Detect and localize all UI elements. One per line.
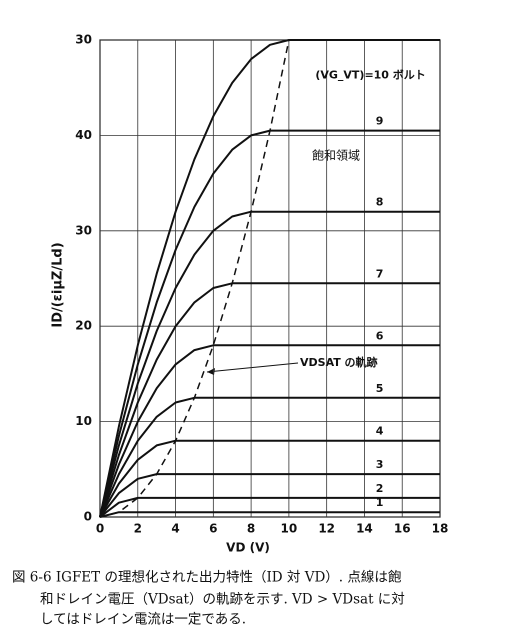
curve — [99, 496, 440, 518]
caption: してはドレイン電流は一定である. — [40, 612, 246, 628]
series-label: 5 — [376, 382, 384, 395]
y-tick-label: 40 — [75, 128, 92, 142]
x-axis-label: VD (V) — [226, 541, 270, 555]
curve — [99, 39, 440, 518]
curve — [99, 396, 440, 518]
x-tick-label: 10 — [281, 522, 298, 536]
y-tick-label: 0 — [84, 510, 92, 524]
series-label: 3 — [376, 458, 384, 471]
curve — [99, 511, 440, 518]
series-label: 1 — [376, 496, 384, 509]
curve — [99, 129, 440, 518]
y-tick-label: 10 — [75, 414, 92, 428]
series-label: 6 — [376, 329, 384, 342]
arrow-head — [207, 368, 215, 375]
y-tick-label: 20 — [75, 319, 92, 333]
y-tick-label: 30 — [75, 33, 92, 47]
x-tick-label: 2 — [134, 522, 142, 536]
plot-frame — [99, 39, 441, 518]
curve — [99, 210, 440, 518]
curve — [99, 439, 440, 518]
annotation: 飽和領域 — [312, 148, 360, 163]
y-axis-label: ID/(εiμZ/Ld) — [51, 242, 66, 327]
series-label: 4 — [376, 425, 384, 438]
x-tick-label: 18 — [432, 522, 449, 536]
x-tick-label: 8 — [247, 522, 255, 536]
locus-label: VDSAT の軌跡 — [300, 355, 378, 369]
series-label: 2 — [376, 482, 384, 495]
series-label: 9 — [376, 115, 384, 128]
caption: 図 6-6 IGFET の理想化された出力特性（ID 対 VD）. 点線は飽 — [12, 570, 402, 586]
x-tick-label: 0 — [96, 522, 104, 536]
caption: 和ドレイン電圧（VDsat）の軌跡を示す. VD > VDsat に対 — [40, 592, 405, 608]
series-label: (VG_VT)=10 ボルト — [315, 67, 425, 81]
curve — [99, 344, 440, 518]
x-tick-label: 14 — [356, 522, 373, 536]
x-tick-label: 6 — [209, 522, 217, 536]
locus-line — [99, 39, 290, 518]
y-tick-label: 30 — [75, 223, 92, 237]
series-label: 7 — [376, 267, 384, 280]
x-tick-label: 16 — [394, 522, 411, 536]
x-tick-label: 4 — [171, 522, 179, 536]
x-tick-label: 12 — [318, 522, 335, 536]
locus-arrow — [206, 362, 299, 373]
curve — [99, 282, 440, 518]
series-label: 8 — [376, 196, 384, 209]
